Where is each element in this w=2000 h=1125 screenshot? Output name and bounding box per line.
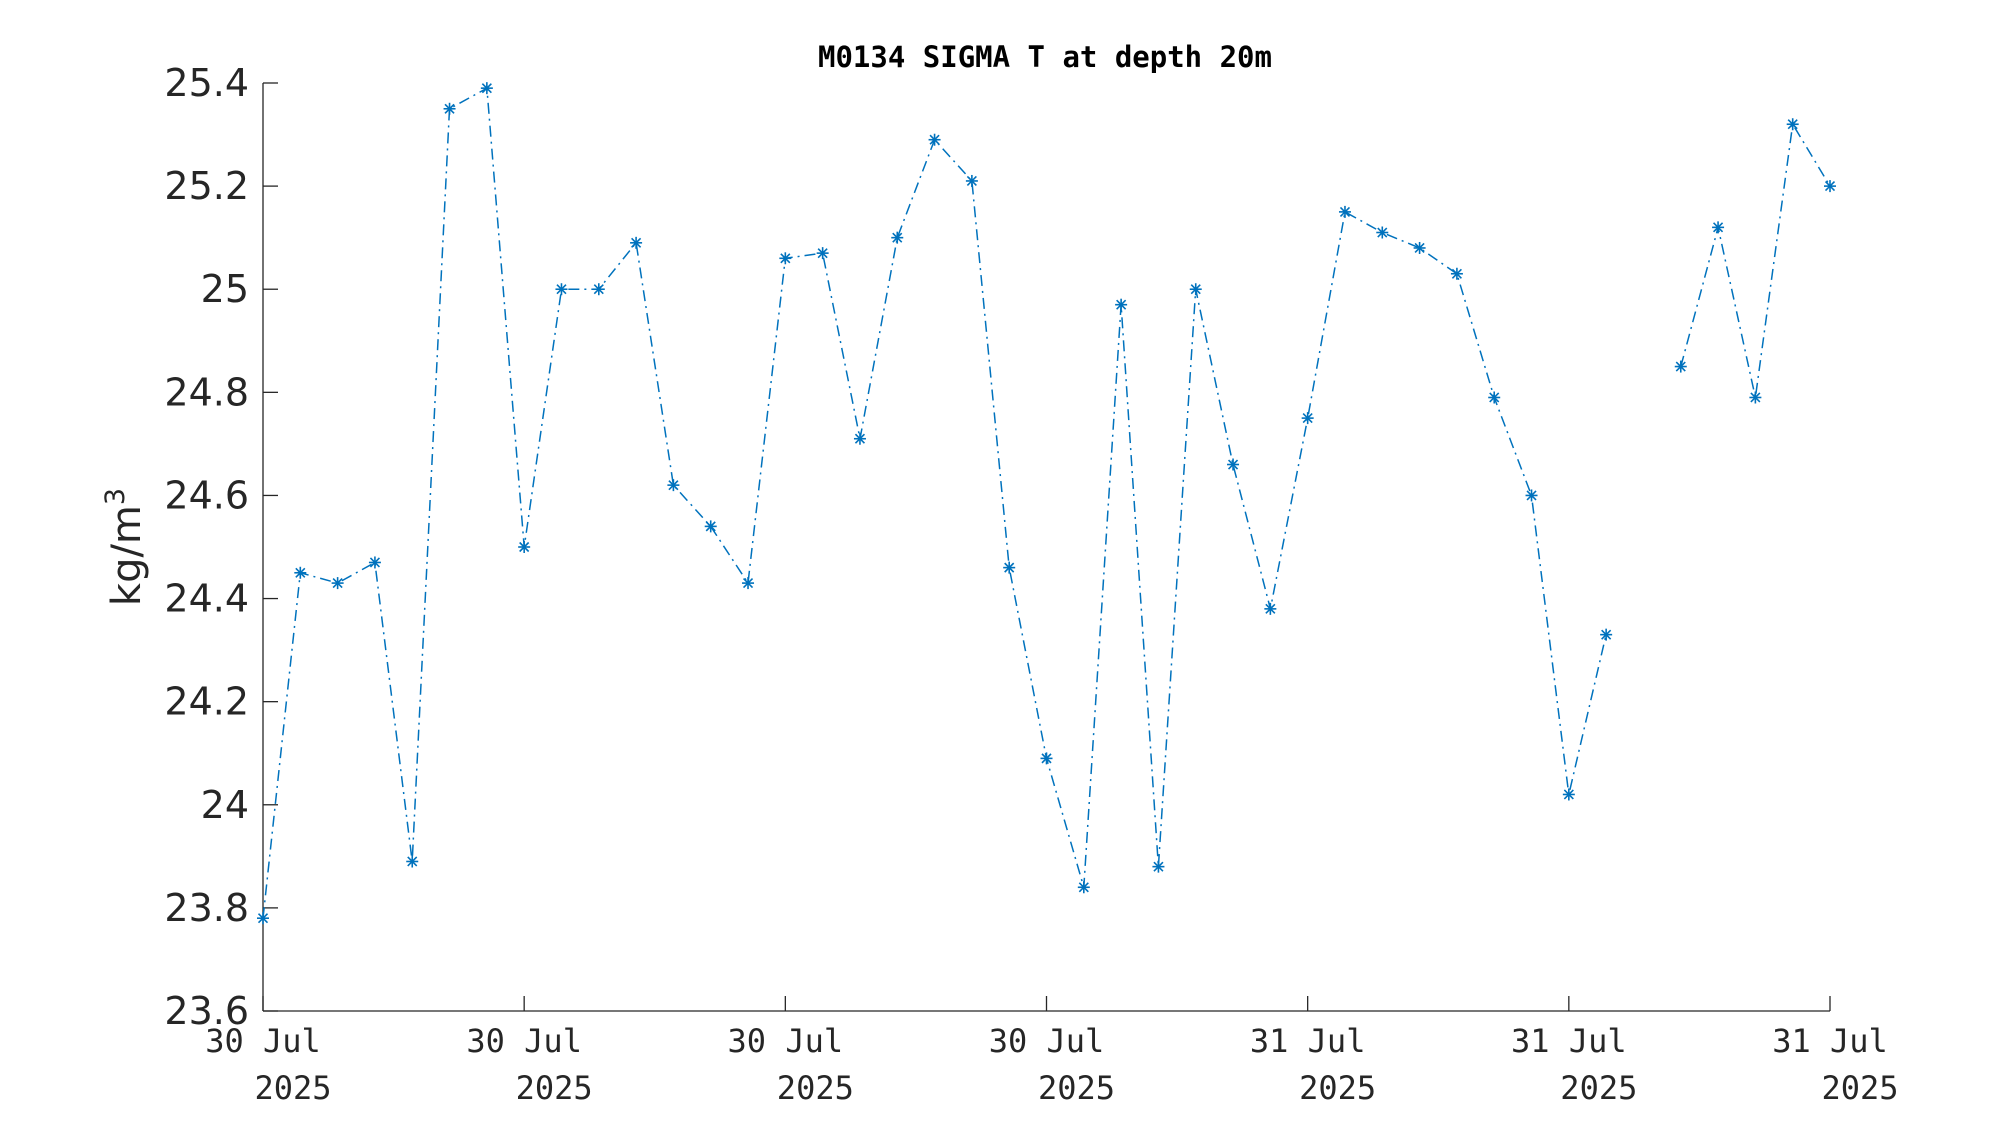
- data-point-marker: [1152, 860, 1165, 873]
- data-point-marker: [1115, 298, 1128, 311]
- x-tick-label-date: 30 Jul: [989, 1022, 1105, 1060]
- x-tick-label-date: 30 Jul: [728, 1022, 844, 1060]
- y-tick-label: 24.8: [164, 370, 249, 414]
- x-tick-label-year: 2025: [1038, 1069, 1115, 1107]
- data-point-marker: [555, 283, 568, 296]
- x-axis-ticks: 30 Jul 2025 30 Jul 2025 30 Jul 2025 30 Jul 2025…: [205, 996, 1899, 1107]
- y-tick-label: 25.4: [164, 61, 249, 105]
- x-tick-label-year: 2025: [777, 1069, 854, 1107]
- data-point-marker: [965, 174, 978, 187]
- data-point-marker: [1376, 226, 1389, 239]
- data-point-marker: [779, 252, 792, 265]
- data-point-marker: [1786, 118, 1799, 131]
- x-tick-label-year: 2025: [1560, 1069, 1637, 1107]
- data-point-marker: [1338, 205, 1351, 218]
- series-line-segment: [1680, 121, 1831, 398]
- x-tick-label-date: 30 Jul: [205, 1022, 321, 1060]
- x-tick-label-date: 31 Jul: [1511, 1022, 1627, 1060]
- x-tick-label-year: 2025: [1821, 1069, 1898, 1107]
- data-point-marker: [406, 855, 419, 868]
- y-tick-label: 23.8: [164, 886, 249, 930]
- data-point-marker: [891, 231, 904, 244]
- data-point-marker: [331, 577, 344, 590]
- y-tick-label: 25: [201, 267, 249, 311]
- x-tick-label-date: 31 Jul: [1250, 1022, 1366, 1060]
- y-tick-label: 24.4: [164, 577, 249, 621]
- data-point-marker: [1824, 180, 1836, 193]
- data-point-marker: [1189, 283, 1202, 296]
- data-point-marker: [1413, 241, 1426, 254]
- data-point-marker: [853, 432, 866, 445]
- x-tick-label-year: 2025: [516, 1069, 593, 1107]
- data-point-marker: [1301, 412, 1314, 425]
- data-point-marker: [257, 912, 269, 925]
- series-line-segment: [262, 86, 1607, 919]
- y-tick-label: 25.2: [164, 164, 249, 208]
- data-point-marker: [1525, 489, 1538, 502]
- data-point-marker: [1264, 602, 1277, 615]
- y-axis-label-exponent: 3: [100, 488, 131, 505]
- plot-area: 23.6 23.8 24 24.2 24.4 24.6 24.8 25 25.2 25.4 30 …: [164, 61, 1898, 1107]
- x-tick-label-date: 31 Jul: [1772, 1022, 1888, 1060]
- data-point-marker: [1003, 561, 1016, 574]
- series-layer: [257, 82, 1836, 925]
- y-tick-label: 24.6: [164, 473, 249, 517]
- data-point-marker: [928, 133, 941, 146]
- data-point-marker: [667, 479, 680, 492]
- data-point-marker: [518, 541, 531, 553]
- x-tick-label-year: 2025: [1299, 1069, 1376, 1107]
- data-point-marker: [294, 566, 307, 579]
- chart-title: M0134 SIGMA T at depth 20m: [818, 40, 1272, 74]
- data-point-marker: [630, 236, 643, 249]
- data-point-marker: [592, 283, 605, 296]
- y-axis-label: kg/m3: [100, 488, 150, 606]
- data-point-marker: [704, 520, 717, 533]
- data-point-marker: [1562, 788, 1575, 801]
- data-point-marker: [1674, 360, 1687, 373]
- data-point-marker: [480, 82, 493, 95]
- y-axis-ticks: 23.6 23.8 24 24.2 24.4 24.6 24.8 25 25.2 25.4: [164, 61, 278, 1033]
- y-tick-label: 23.6: [164, 989, 249, 1033]
- y-tick-label: 24.2: [164, 680, 249, 724]
- data-point-marker: [742, 577, 755, 590]
- data-point-marker: [1077, 881, 1090, 894]
- x-tick-label-year: 2025: [254, 1069, 331, 1107]
- data-point-marker: [1749, 391, 1762, 404]
- data-point-marker: [443, 102, 456, 115]
- data-point-marker: [1450, 267, 1463, 280]
- data-point-marker: [1040, 752, 1053, 765]
- y-tick-label: 24: [201, 783, 249, 827]
- data-point-marker: [1600, 628, 1613, 641]
- data-point-marker: [1488, 391, 1501, 404]
- data-point-marker: [816, 247, 829, 260]
- x-tick-label-date: 30 Jul: [466, 1022, 582, 1060]
- data-point-marker: [1227, 458, 1240, 471]
- data-point-marker: [1712, 221, 1725, 234]
- y-axis-label-unit: kg/m: [104, 505, 150, 606]
- data-point-marker: [368, 556, 381, 569]
